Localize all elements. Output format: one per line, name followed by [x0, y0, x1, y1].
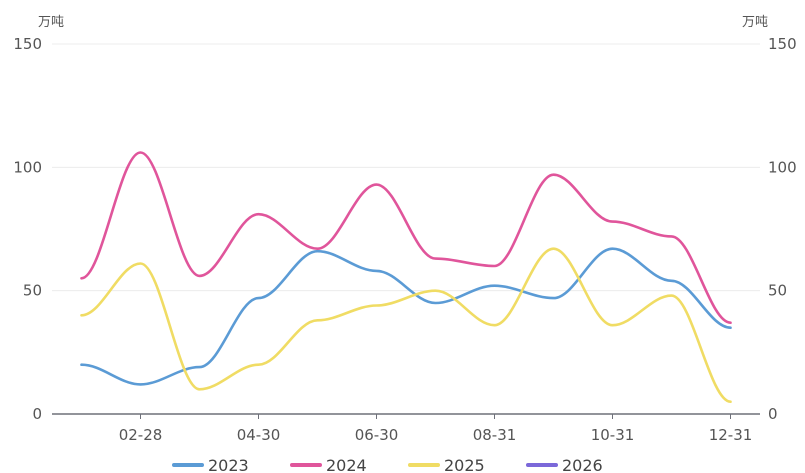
y-tick-label-left: 50 [23, 282, 42, 300]
x-tick-label: 10-31 [591, 426, 635, 444]
y-axis-left-unit: 万吨 [38, 15, 64, 30]
y-tick-label-right: 0 [768, 405, 778, 423]
series-lines [80, 151, 732, 403]
y-tick-label-right: 150 [768, 35, 797, 53]
x-tick-label: 06-30 [355, 426, 399, 444]
y-tick-label-left: 100 [13, 158, 42, 176]
series-line-2025 [80, 247, 732, 403]
x-tick-label: 04-30 [237, 426, 281, 444]
y-axis-left: 0 50 100 150 [13, 35, 42, 423]
grid-lines [52, 43, 760, 292]
legend[interactable]: 2023 2024 2025 2026 [172, 456, 603, 473]
x-tick-label: 12-31 [709, 426, 753, 444]
series-line-2023 [80, 247, 732, 386]
y-tick-label-right: 100 [768, 158, 797, 176]
y-tick-label-left: 150 [13, 35, 42, 53]
y-axis-right: 0 50 100 150 [768, 35, 797, 423]
legend-label: 2026 [562, 456, 603, 473]
x-axis: 02-28 04-30 06-30 08-31 10-31 12-31 [119, 414, 753, 444]
x-tick-label: 08-31 [473, 426, 517, 444]
x-tick-label: 02-28 [119, 426, 163, 444]
legend-label: 2024 [326, 456, 367, 473]
legend-label: 2025 [444, 456, 485, 473]
y-tick-label-right: 50 [768, 282, 787, 300]
legend-label: 2023 [208, 456, 249, 473]
legend-item-2023[interactable]: 2023 [172, 456, 249, 473]
y-axis-right-unit: 万吨 [742, 15, 768, 30]
series-line-2024 [80, 151, 732, 324]
legend-item-2026[interactable]: 2026 [526, 456, 603, 473]
legend-item-2024[interactable]: 2024 [290, 456, 367, 473]
y-tick-label-left: 0 [32, 405, 42, 423]
legend-item-2025[interactable]: 2025 [408, 456, 485, 473]
